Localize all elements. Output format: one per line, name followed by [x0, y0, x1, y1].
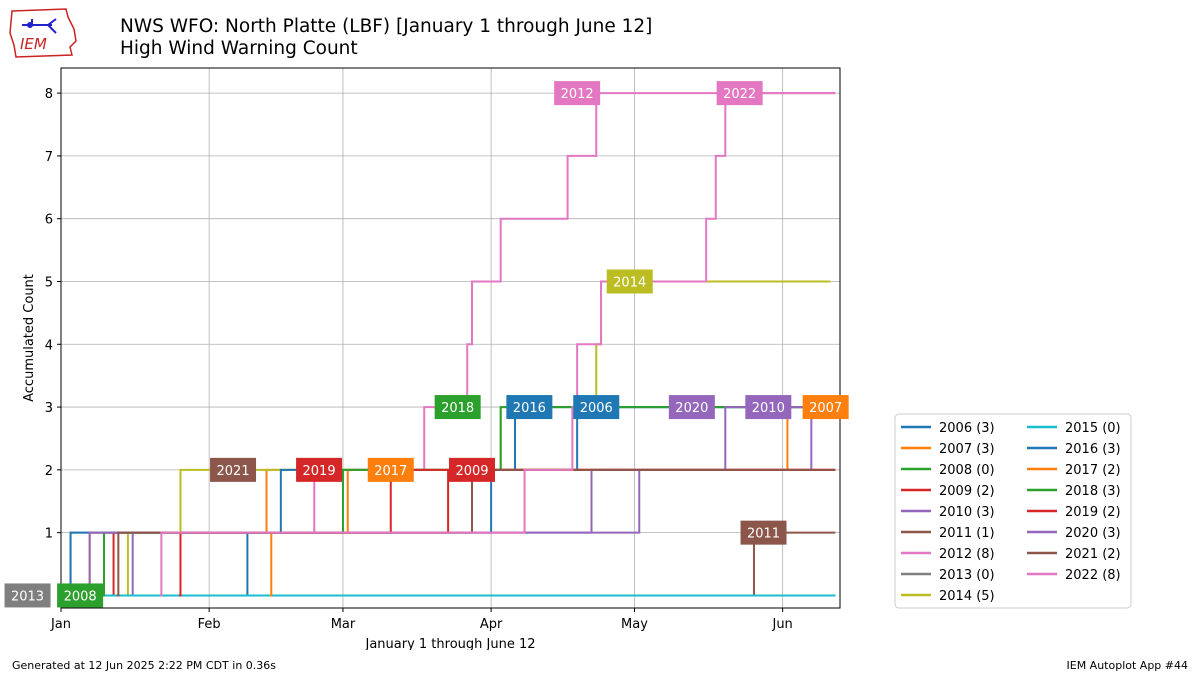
year-annotation-box [745, 395, 792, 420]
y-tick-label: 2 [45, 464, 53, 479]
year-annotation: 2007 [809, 401, 842, 416]
legend-label: 2021 (2) [1065, 547, 1121, 562]
iem-logo: IEM [9, 8, 77, 58]
year-annotation-box [740, 520, 787, 545]
y-tick-label: 7 [45, 150, 53, 165]
year-annotation: 2006 [580, 401, 613, 416]
title-line-1: NWS WFO: North Platte (LBF) [January 1 t… [120, 16, 653, 37]
series-line [69, 406, 836, 597]
year-annotation-box [449, 457, 496, 482]
y-tick-label: 5 [45, 275, 53, 290]
year-annotation-box [4, 583, 51, 608]
legend-label: 2016 (3) [1065, 442, 1121, 457]
year-annotation-box [57, 583, 104, 608]
x-axis-label: January 1 through June 12 [364, 637, 535, 650]
title-line-2: High Wind Warning Count [120, 38, 358, 59]
generated-note: Generated at 12 Jun 2025 2:22 PM CDT in … [12, 659, 277, 672]
year-annotation: 2016 [513, 401, 546, 416]
series-line [245, 406, 836, 597]
legend-label: 2009 (2) [939, 484, 995, 499]
year-annotation-box [554, 81, 601, 106]
year-annotation: 2011 [747, 527, 780, 542]
y-axis-label: Accumulated Count [22, 274, 37, 402]
x-tick-label: Feb [198, 617, 221, 632]
legend-box [894, 413, 1132, 609]
legend-label: 2018 (3) [1065, 484, 1121, 499]
year-annotation-box [434, 395, 481, 420]
chart-title: NWS WFO: North Platte (LBF) [January 1 t… [120, 16, 652, 60]
x-tick-label: May [621, 617, 648, 632]
series-line [159, 92, 836, 597]
year-annotation-box [506, 395, 553, 420]
y-tick-label: 3 [45, 401, 53, 416]
year-annotation-box [367, 457, 414, 482]
legend-label: 2008 (0) [939, 463, 995, 478]
series-line [131, 406, 836, 597]
year-annotation: 2014 [613, 275, 646, 290]
chart-plot: Jan Feb Mar Apr May Jun 1 2 3 4 5 6 7 8 January 1 thro… [4, 67, 1132, 650]
year-annotation: 2010 [752, 401, 785, 416]
y-tick-label: 1 [45, 527, 53, 542]
year-annotation: 2018 [441, 401, 474, 416]
plot-frame [60, 67, 841, 609]
legend-label: 2014 (5) [939, 589, 995, 604]
year-annotation: 2008 [64, 589, 97, 604]
legend-label: 2015 (0) [1065, 421, 1121, 436]
year-annotation: 2022 [723, 87, 756, 102]
y-tick-label: 8 [45, 87, 53, 102]
app-note: IEM Autoplot App #44 [1066, 659, 1189, 672]
logo-text: IEM [20, 35, 47, 53]
y-tick-label: 4 [45, 338, 53, 353]
year-annotation-box [573, 395, 620, 420]
year-annotation: 2021 [217, 464, 250, 479]
series-line [88, 406, 836, 597]
legend-label: 2013 (0) [939, 568, 995, 583]
x-tick-label: Jun [771, 617, 792, 632]
legend-label: 2020 (3) [1065, 526, 1121, 541]
legend-label: 2010 (3) [939, 505, 995, 520]
year-annotation: 2012 [561, 87, 594, 102]
series-line [88, 406, 836, 597]
year-annotation-box [296, 457, 343, 482]
x-tick-label: Apr [480, 617, 503, 632]
y-tick-label: 6 [45, 213, 53, 228]
legend-label: 2017 (2) [1065, 463, 1121, 478]
legend-label: 2022 (8) [1065, 568, 1121, 583]
legend-label: 2019 (2) [1065, 505, 1121, 520]
year-annotation: 2019 [303, 464, 336, 479]
x-tick-label: Jan [50, 617, 71, 632]
year-annotation: 2020 [675, 401, 708, 416]
legend-label: 2011 (1) [939, 526, 995, 541]
year-annotation: 2009 [455, 464, 488, 479]
year-annotation-box [716, 81, 763, 106]
series-line [102, 406, 836, 597]
year-annotation: 2013 [11, 589, 44, 604]
x-tick-label: Mar [331, 617, 356, 632]
legend-label: 2007 (3) [939, 442, 995, 457]
year-annotation-box [210, 457, 257, 482]
legend-label: 2012 (8) [939, 547, 995, 562]
year-annotation-box [606, 269, 653, 294]
legend-label: 2006 (3) [939, 421, 995, 436]
year-annotation-box [668, 395, 715, 420]
year-annotation: 2017 [374, 464, 407, 479]
year-annotation-box [802, 395, 849, 420]
